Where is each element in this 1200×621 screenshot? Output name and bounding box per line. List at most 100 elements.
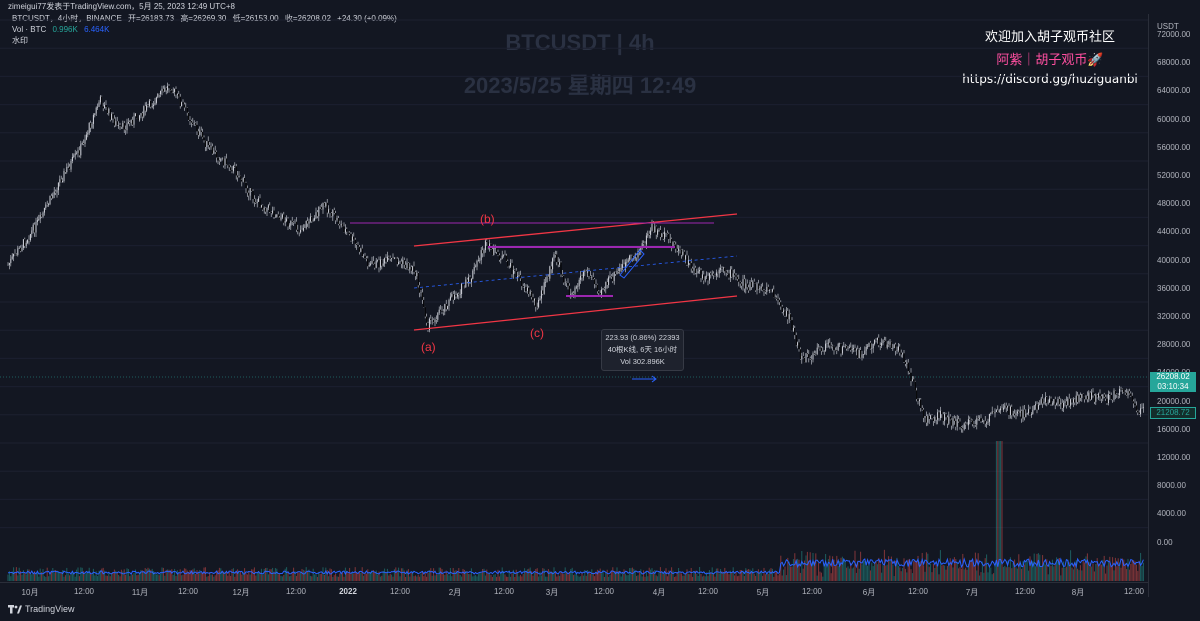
promo-link[interactable]: https://discord.gg/huziguanbi — [962, 72, 1138, 86]
volume-bar — [265, 568, 267, 581]
candle-body — [311, 216, 313, 222]
volume-bar — [434, 575, 436, 581]
candle-body — [1123, 389, 1125, 393]
volume-bar — [497, 569, 499, 581]
volume-bar — [92, 568, 94, 581]
volume-bar — [259, 572, 261, 581]
volume-bar — [340, 573, 342, 581]
volume-bar — [850, 563, 852, 581]
drawings[interactable] — [350, 213, 738, 383]
candle-body — [714, 275, 716, 276]
candle-body — [934, 417, 936, 422]
candle-body — [276, 214, 278, 217]
volume-legend[interactable]: Vol · BTC 0.996K 6.464K — [12, 25, 113, 35]
candle-body — [126, 123, 128, 131]
price-tick: 16000.00 — [1157, 424, 1191, 434]
tradingview-footer[interactable]: TradingView — [8, 604, 75, 614]
volume-bar — [917, 555, 919, 581]
candle-body — [780, 302, 782, 307]
symbol-legend[interactable]: BTCUSDT，4小时，BINANCE 开=26183.73 高=26269.3… — [12, 14, 401, 24]
candle-body — [690, 263, 692, 269]
volume-bar — [941, 565, 943, 581]
volume-bar — [553, 567, 555, 581]
volume-bar — [440, 567, 442, 581]
volume-bar — [118, 574, 120, 581]
volume-bar — [648, 567, 650, 581]
candle-body — [953, 418, 955, 421]
volume-bar — [550, 571, 552, 581]
promo-line-2: 阿紫｜胡子观币🚀 — [996, 53, 1104, 68]
candle-body — [743, 279, 745, 289]
channel-upper-line[interactable] — [413, 213, 738, 247]
volume-bar — [1112, 557, 1114, 581]
volume-bar — [846, 567, 848, 581]
candle-body — [902, 353, 904, 355]
volume-bar — [791, 566, 793, 581]
candle-body — [869, 342, 871, 349]
volume-bar — [167, 569, 169, 581]
candle-body — [753, 281, 755, 284]
wedge-pattern[interactable] — [619, 249, 645, 279]
candle-body — [435, 319, 437, 320]
volume-bar — [111, 573, 113, 581]
price-chart[interactable] — [0, 0, 1148, 582]
price-axis[interactable]: USDT 72000.00 68000.00 64000.00 60000.00 560… — [1148, 14, 1200, 597]
candle-body — [682, 251, 684, 255]
volume-bar — [358, 571, 360, 581]
time-axis[interactable]: 10月 12:00 11月 12:00 12月 12:00 2022 12:00 2月 12:00… — [0, 582, 1148, 601]
candle-body — [1127, 391, 1129, 396]
volume-bar — [207, 576, 209, 581]
watermark-legend[interactable]: 水印 — [12, 36, 28, 45]
candle-body — [643, 243, 645, 244]
volume-bar — [136, 575, 138, 581]
volume-bar — [1047, 574, 1049, 581]
candle-body — [580, 275, 582, 280]
channel-mid-line[interactable] — [413, 255, 738, 289]
candle-body — [477, 260, 479, 262]
volume-bar — [777, 575, 779, 581]
candle-body — [741, 283, 743, 286]
candle-body — [911, 379, 913, 381]
candle-body — [74, 153, 76, 156]
volume-bar — [1039, 554, 1041, 581]
candle-body — [872, 343, 874, 349]
volume-bar — [284, 568, 286, 581]
volume-bar — [53, 572, 55, 581]
candle-body — [237, 175, 239, 178]
candle-body — [484, 240, 486, 251]
candle-body — [195, 123, 197, 125]
volume-bar — [855, 572, 857, 581]
candle-body — [301, 229, 303, 231]
volume-bar — [18, 567, 20, 581]
volume-bar — [748, 569, 750, 581]
volume-bar — [678, 568, 680, 581]
candle-body — [532, 297, 534, 301]
candle-body — [694, 267, 696, 274]
candle-body — [106, 106, 108, 114]
channel-lower-line[interactable] — [413, 295, 738, 331]
volume-bar — [812, 552, 814, 581]
candle-body — [790, 314, 792, 321]
candle-body — [582, 271, 584, 278]
volume-bar — [409, 576, 411, 581]
volume-bar — [196, 570, 198, 581]
volume-bar — [665, 568, 667, 581]
volume-bar — [32, 572, 34, 581]
candle-body — [354, 239, 356, 244]
volume-bar — [640, 569, 642, 581]
candle-body — [340, 223, 342, 226]
candle-body — [932, 418, 934, 422]
volume-bar — [57, 571, 59, 581]
volume-bar — [556, 576, 558, 581]
candle-body — [745, 283, 747, 289]
candle-body — [185, 107, 187, 109]
candle-body — [1126, 392, 1128, 396]
volume-bar — [74, 576, 76, 581]
volume-bar — [154, 572, 156, 581]
candle-body — [648, 233, 650, 235]
volume-bar — [1075, 560, 1077, 581]
volume-bar — [1099, 563, 1101, 581]
volume-bar — [1028, 570, 1030, 581]
volume-bar — [302, 569, 304, 581]
volume-bar — [1060, 575, 1062, 581]
